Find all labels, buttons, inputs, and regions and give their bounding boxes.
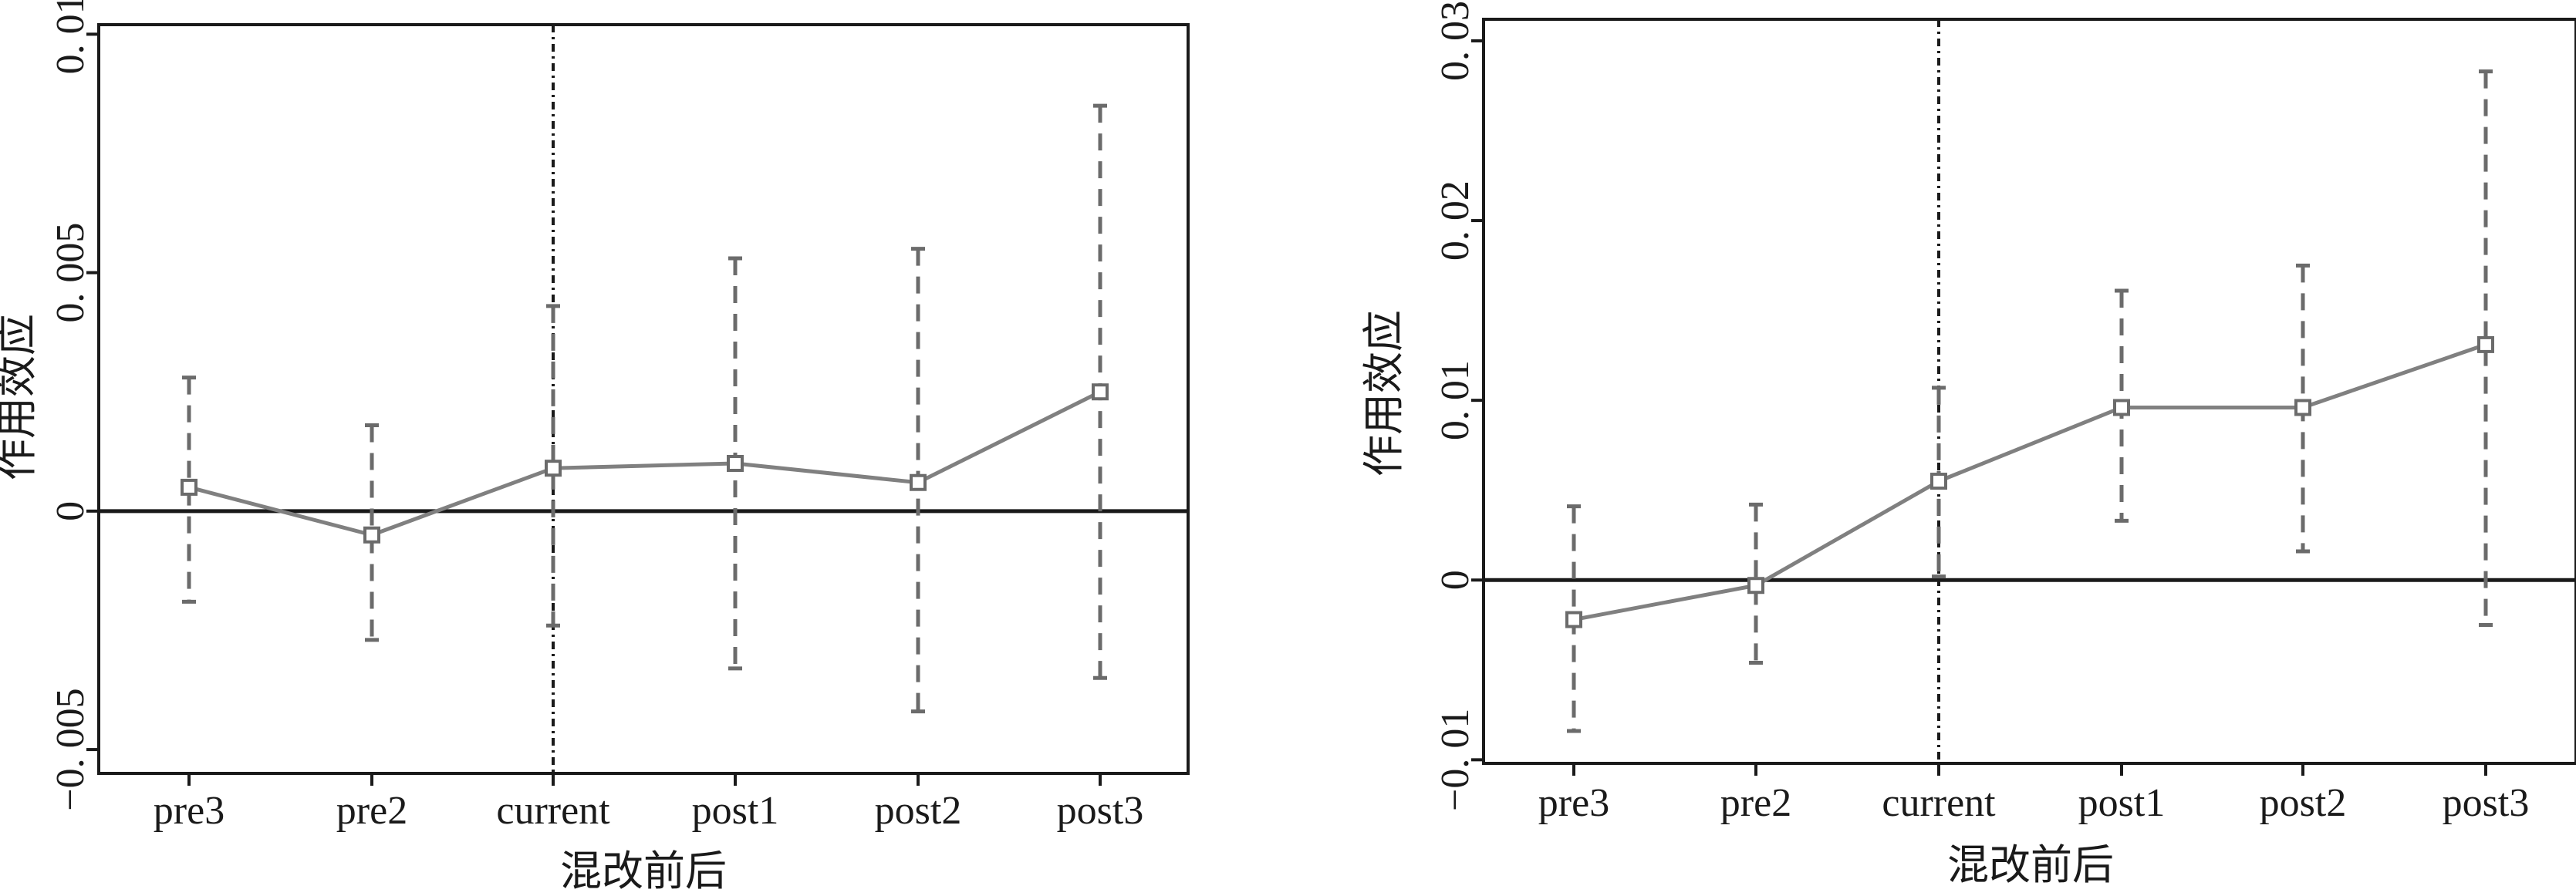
x-tick-label: current	[496, 789, 610, 833]
x-tick-label: post1	[692, 789, 779, 833]
y-tick-label: 0	[1433, 570, 1477, 590]
y-tick-label: 0. 01	[49, 0, 93, 74]
x-tick-label: pre3	[1538, 781, 1609, 825]
x-tick-label: post3	[2443, 781, 2530, 825]
x-tick-label: post3	[1057, 789, 1144, 833]
x-tick-label: pre3	[154, 789, 225, 833]
x-tick-label: post2	[2260, 781, 2347, 825]
data-point	[1747, 577, 1764, 595]
data-point	[363, 526, 380, 544]
y-axis-title: 作用效应	[1359, 310, 1408, 477]
data-point	[910, 473, 927, 491]
y-tick-label: 0. 02	[1433, 180, 1477, 261]
data-point	[2294, 399, 2311, 416]
data-point	[181, 478, 198, 496]
data-point	[1930, 473, 1947, 490]
y-tick-label: 0. 03	[1433, 1, 1477, 81]
x-tick-label: pre2	[336, 789, 407, 833]
x-tick-label: pre2	[1720, 781, 1791, 825]
left-panel: −0. 005 0 0. 005 0. 01 pre3 pre2 current post1 p…	[0, 0, 1190, 895]
x-tick-label: current	[1882, 781, 1996, 825]
x-tick-label: post2	[875, 789, 962, 833]
series-line	[1573, 342, 2487, 621]
y-axis-title: 作用效应	[0, 314, 41, 480]
data-point	[2113, 399, 2130, 416]
x-axis-title: 混改前后	[1947, 840, 2114, 889]
series-line	[188, 389, 1102, 537]
y-tick-label: 0. 01	[1433, 360, 1477, 440]
plot-frame	[1482, 18, 2576, 765]
y-tick-label: −0. 01	[1433, 709, 1477, 811]
data-point	[1092, 383, 1109, 401]
right-panel: −0. 01 0 0. 01 0. 02 0. 03 pre3 pre2 current pos…	[1359, 1, 2576, 889]
data-point	[545, 460, 562, 477]
plot-frame	[97, 23, 1190, 775]
x-tick-label: post1	[2078, 781, 2166, 825]
y-tick-label: 0. 005	[49, 223, 93, 323]
x-axis-title: 混改前后	[560, 847, 727, 895]
data-point	[2477, 335, 2494, 353]
y-tick-label: 0	[49, 501, 93, 521]
data-point	[727, 454, 744, 472]
y-tick-label: −0. 005	[49, 688, 93, 810]
data-point	[1565, 611, 1582, 628]
